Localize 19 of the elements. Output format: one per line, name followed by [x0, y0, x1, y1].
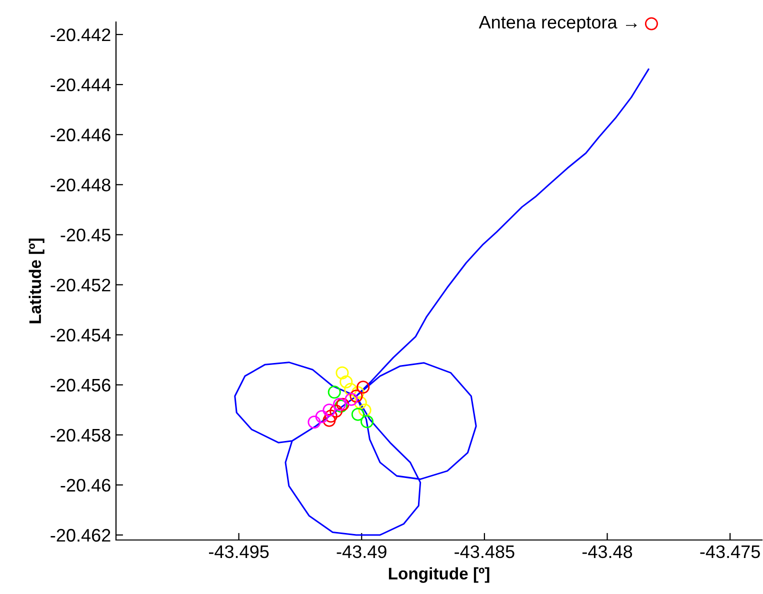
y-tick-label: -20.454	[50, 328, 111, 342]
y-tick-label: -20.452	[50, 278, 110, 292]
y-tick-label: -20.448	[50, 178, 110, 192]
y-tick-label: -20.444	[50, 78, 111, 92]
x-tick-label: -43.48	[582, 545, 632, 558]
x-tick-label: -43.495	[209, 545, 269, 558]
x-tick-label: -43.49	[336, 545, 386, 558]
y-tick-label: -20.46	[60, 478, 110, 492]
y-tick-label: -20.456	[50, 378, 110, 392]
annotation: Antena receptora →	[478, 16, 637, 32]
x-axis-title: Longitude [º]	[388, 567, 490, 583]
y-tick-label: -20.462	[50, 528, 110, 542]
y-axis-title: Latitude [º]	[28, 238, 44, 324]
y-tick-label: -20.442	[50, 28, 110, 42]
x-tick-label: -43.485	[454, 545, 514, 558]
y-tick-label: -20.446	[50, 128, 110, 142]
x-tick-label: -43.475	[700, 545, 760, 558]
y-tick-label: -20.458	[50, 428, 110, 442]
y-tick-label: -20.45	[60, 228, 110, 242]
